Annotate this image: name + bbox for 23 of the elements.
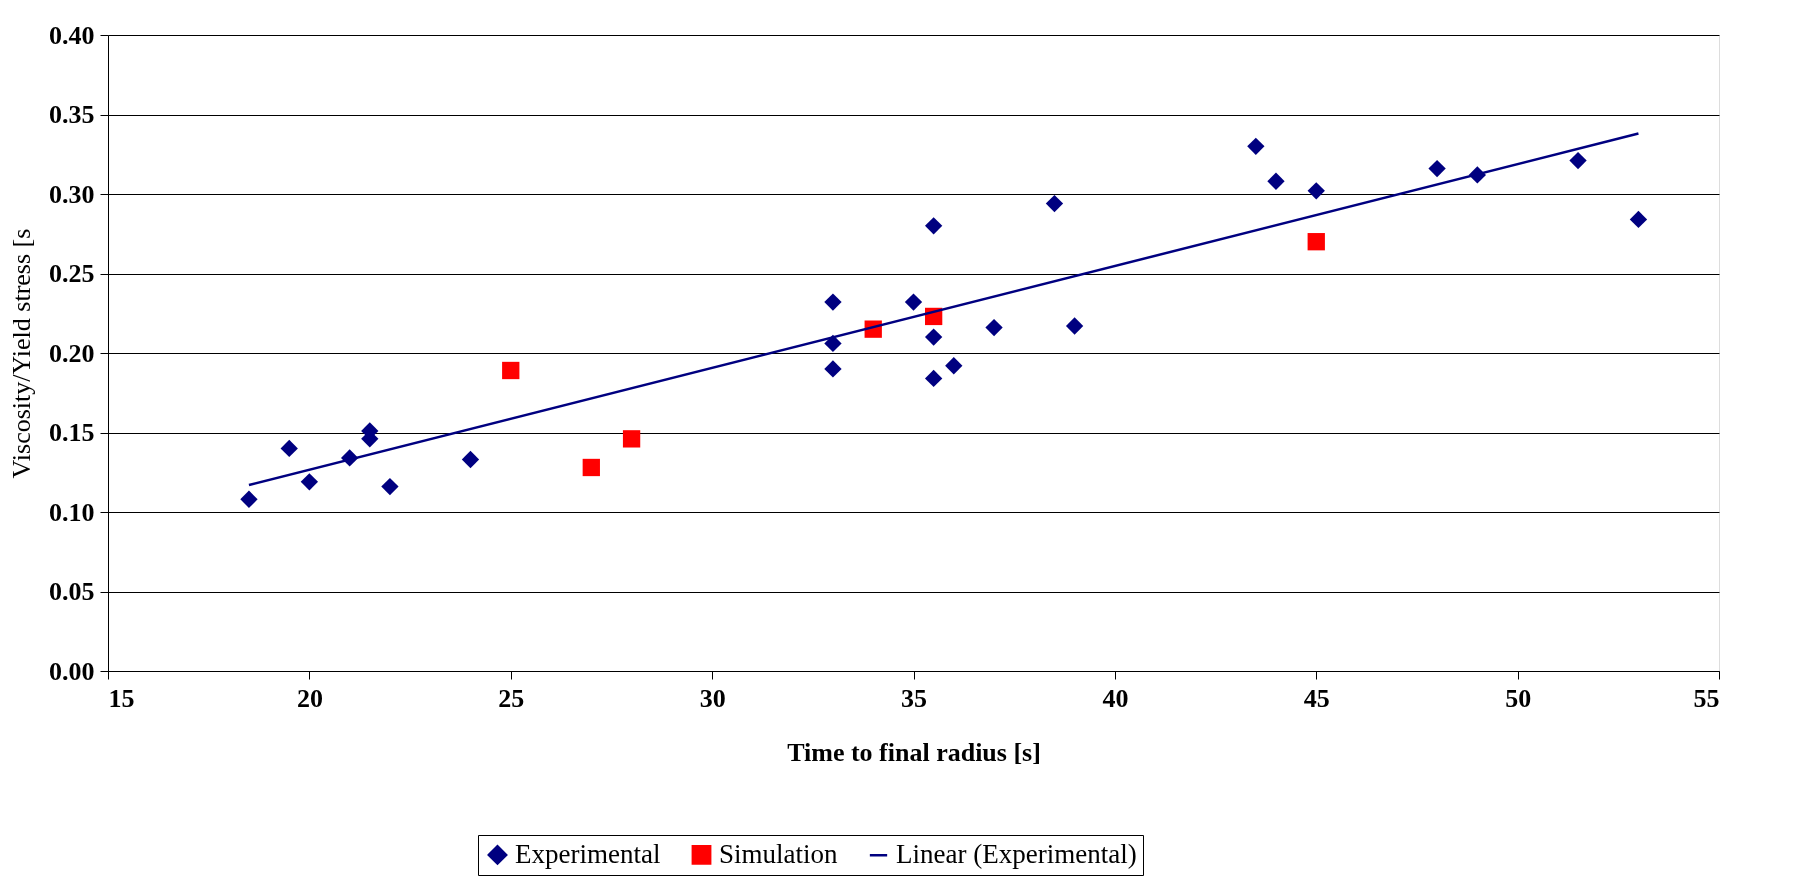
x-axis-title: Time to final radius [s]: [787, 737, 1041, 767]
x-tick-label: 20: [296, 683, 323, 713]
y-tick-label: 0.10: [49, 497, 95, 527]
y-axis-title: Viscosity/Yield stress [s: [7, 228, 36, 479]
y-tick-label: 0.30: [49, 179, 95, 209]
x-tick-label: 30: [699, 683, 726, 713]
y-tick-label: 0.15: [49, 418, 95, 447]
y-tick-label: 0.35: [49, 100, 95, 129]
x-tick-label: 35: [901, 683, 927, 713]
y-tick-label: 0.25: [49, 259, 95, 288]
x-tick-label: 25: [498, 683, 525, 713]
legend-label: Experimental: [515, 838, 661, 869]
legend-label: Simulation: [719, 838, 839, 869]
x-tick-label: 50: [1505, 683, 1532, 713]
legend-label: Linear (Experimental): [896, 839, 1137, 870]
y-tick-label: 0.00: [49, 656, 95, 686]
x-tick-label: 45: [1303, 683, 1330, 713]
x-tick-label: 40: [1102, 683, 1129, 713]
y-tick-label: 0.20: [49, 338, 95, 368]
y-tick-label: 0.05: [49, 577, 95, 606]
y-tick-label: 0.40: [49, 20, 95, 50]
x-tick-label: 15: [108, 683, 135, 713]
x-tick-label: 55: [1693, 683, 1720, 713]
